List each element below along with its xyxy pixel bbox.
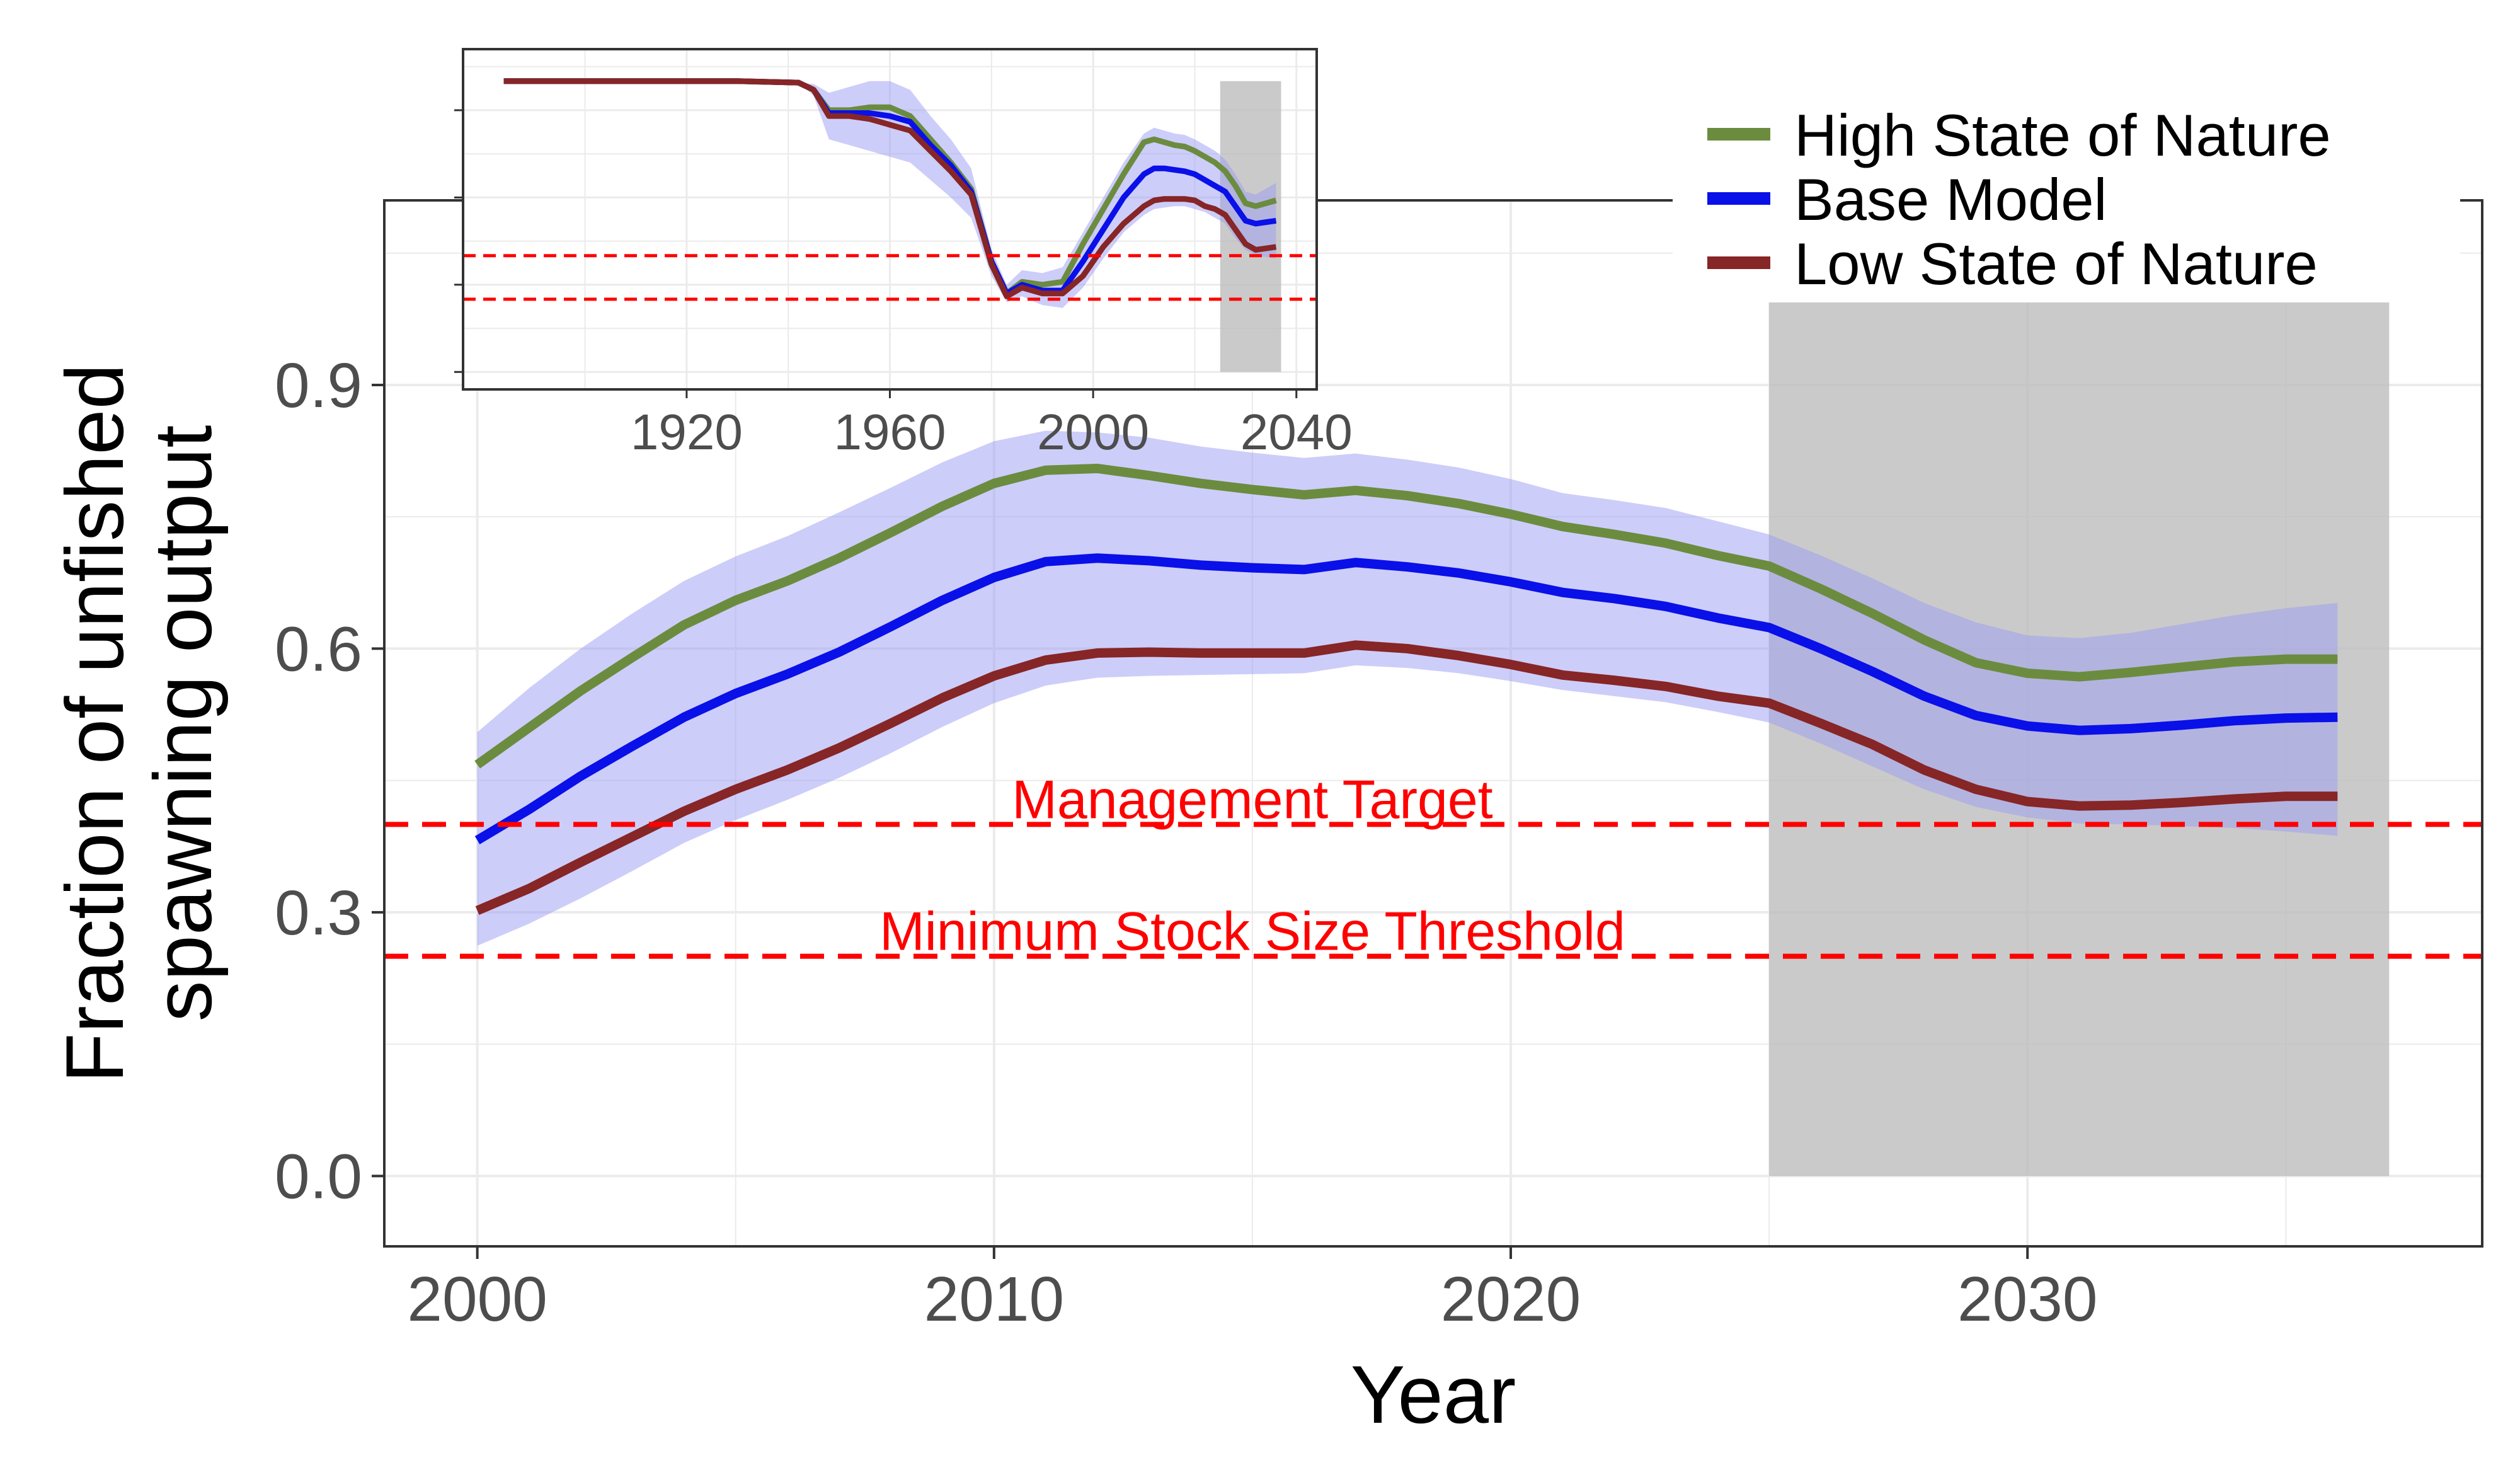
legend: High State of Nature Base Model Low Stat… [1673, 88, 2460, 302]
inset-x-tick-label: 2040 [1240, 404, 1353, 460]
inset-series-lines [503, 78, 1277, 299]
x-tick-label: 2020 [1441, 1264, 1581, 1335]
inset-panel: 1920 1960 2000 2040 [454, 48, 1353, 460]
x-tick-label: 2000 [407, 1264, 547, 1335]
uncertainty-band [477, 430, 2338, 946]
legend-label-high: High State of Nature [1794, 102, 2331, 168]
inset-x-tick-label: 1960 [834, 404, 946, 460]
y-axis-title-line-1: Fraction of unfished [49, 364, 140, 1083]
y-axis-ticks [372, 383, 384, 1178]
y-axis-title-line-2: spawning output [137, 425, 229, 1022]
y-tick-label: 0.6 [275, 614, 362, 684]
y-tick-label: 0.9 [275, 350, 362, 421]
series-base-model [474, 553, 2338, 844]
main-panel: Management Target Minimum Stock Size Thr… [383, 199, 2483, 1248]
x-axis-title: Year [1351, 1348, 1516, 1440]
minimum-stock-size-threshold-label: Minimum Stock Size Threshold [879, 902, 1625, 962]
inset-series-high-state-of-nature [503, 78, 1277, 297]
inset-x-tick-label: 1920 [631, 404, 743, 460]
legend-label-base: Base Model [1794, 166, 2107, 233]
legend-background [1673, 88, 2460, 302]
management-target-label: Management Target [1012, 769, 1492, 830]
reference-lines [384, 822, 2482, 959]
main-panel-border [383, 199, 2483, 1248]
y-tick-label: 0.0 [275, 1141, 362, 1212]
x-axis-ticks [476, 1246, 2029, 1259]
y-tick-label: 0.3 [275, 878, 362, 948]
series-low-state-of-nature [475, 640, 2338, 916]
inset-axis-ticks [454, 109, 1298, 398]
series-high-state-of-nature [474, 463, 2338, 769]
x-tick-label: 2010 [924, 1264, 1064, 1335]
legend-label-low: Low State of Nature [1794, 231, 2318, 297]
x-tick-label: 2030 [1957, 1264, 2097, 1335]
inset-series-low-state-of-nature [503, 78, 1277, 299]
inset-uncertainty-band [503, 81, 1276, 308]
inset-x-tick-label: 2000 [1037, 404, 1149, 460]
inset-reference-lines [463, 254, 1317, 301]
y-axis-title: Fraction of unfished spawning output [49, 364, 229, 1083]
main-series-lines [474, 463, 2338, 916]
